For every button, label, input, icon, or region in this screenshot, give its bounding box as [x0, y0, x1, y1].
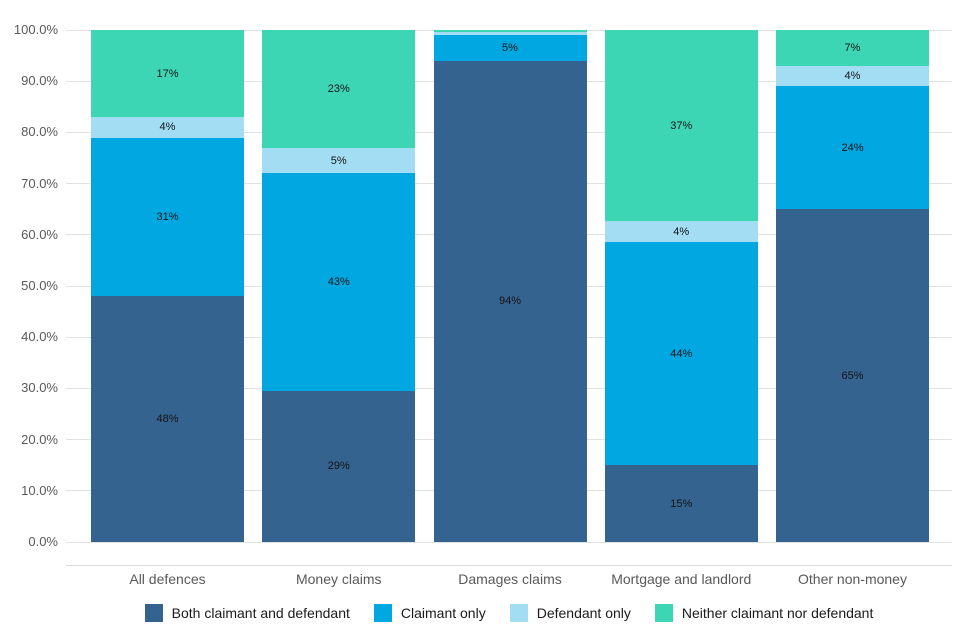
y-tick-label: 70.0% [21, 175, 58, 191]
baseline-gridline [66, 541, 952, 543]
legend-swatch [509, 604, 528, 622]
legend-label: Neither claimant nor defendant [681, 605, 874, 621]
axis-separator [66, 565, 952, 566]
segment-neither-claimant-nor-defendant: 23% [262, 30, 416, 148]
segment-defendant-only [433, 31, 587, 36]
segment-both-claimant-and-defendant: 94% [433, 60, 587, 542]
plot-area: 48% 31% 4% 17% 29% 43% 5% 23% 94% 5% 15% 44% 4% 37% 65… [66, 29, 952, 543]
segment-value-label: 23% [327, 82, 350, 95]
y-tick-label: 40.0% [21, 329, 58, 345]
segment-value-label: 43% [327, 276, 350, 289]
segment-claimant-only: 24% [776, 86, 929, 210]
bar-money-claims: 29% 43% 5% 23% [262, 30, 416, 542]
legend-label: Claimant only [400, 605, 486, 621]
segment-value-label: 44% [670, 347, 693, 360]
bar-all-defences: 48% 31% 4% 17% [91, 30, 244, 542]
segment-defendant-only: 4% [604, 220, 758, 243]
legend-item-claimant-only: Claimant only [373, 604, 486, 622]
y-axis: 0.0% 10.0% 20.0% 30.0% 40.0% 50.0% 60.0% 70.0% 8… [0, 22, 58, 549]
y-tick-label: 0.0% [28, 534, 58, 549]
segment-defendant-only: 4% [91, 117, 244, 138]
segment-value-label: 4% [159, 121, 176, 134]
segment-value-label: 5% [330, 154, 347, 167]
segment-both-claimant-and-defendant: 15% [604, 465, 758, 542]
x-axis: All defences Money claims Damages claims Mo… [0, 570, 960, 590]
segment-defendant-only: 4% [776, 65, 929, 87]
category-label-damages-claims: Damages claims [458, 571, 562, 587]
segment-neither-claimant-nor-defendant: 37% [604, 30, 758, 221]
segment-defendant-only: 5% [262, 147, 416, 174]
segment-claimant-only: 5% [433, 35, 587, 61]
legend-item-neither-claimant-nor-defendant: Neither claimant nor defendant [654, 604, 874, 622]
segment-both-claimant-and-defendant: 48% [91, 296, 244, 542]
segment-value-label: 5% [502, 41, 518, 54]
y-tick-label: 30.0% [21, 380, 58, 396]
y-tick-label: 60.0% [21, 226, 58, 242]
segment-neither-claimant-nor-defendant: 17% [91, 30, 244, 118]
segment-value-label: 4% [844, 70, 861, 83]
legend-swatch [373, 604, 392, 622]
legend-item-both-claimant-and-defendant: Both claimant and defendant [144, 604, 350, 622]
legend-label: Both claimant and defendant [171, 605, 350, 621]
segment-neither-claimant-nor-defendant [433, 30, 587, 32]
bar-other-non-money: 65% 24% 4% 7% [776, 30, 929, 542]
segment-claimant-only: 44% [604, 242, 758, 466]
segment-neither-claimant-nor-defendant: 7% [776, 30, 929, 66]
segment-value-label: 29% [327, 460, 350, 473]
legend-swatch [654, 604, 673, 622]
segment-value-label: 31% [156, 210, 179, 223]
segment-value-label: 7% [844, 41, 861, 54]
y-tick-label: 80.0% [21, 124, 58, 140]
y-tick-label: 90.0% [21, 73, 58, 89]
segment-value-label: 4% [673, 225, 690, 238]
y-tick-label: 20.0% [21, 431, 58, 447]
bar-damages-claims: 94% 5% [433, 30, 587, 542]
segment-both-claimant-and-defendant: 29% [262, 390, 416, 542]
segment-value-label: 65% [841, 369, 864, 382]
legend-swatch [144, 604, 163, 622]
legend-label: Defendant only [536, 605, 631, 621]
category-label-mortgage-and-landlord: Mortgage and landlord [611, 571, 752, 587]
category-label-other-non-money: Other non-money [798, 571, 907, 587]
segment-claimant-only: 31% [91, 137, 244, 297]
category-label-money-claims: Money claims [295, 571, 382, 587]
y-tick-label: 50.0% [21, 278, 58, 293]
y-tick-label: 100.0% [13, 22, 58, 37]
category-label-all-defences: All defences [129, 571, 206, 587]
legend-item-defendant-only: Defendant only [509, 604, 631, 622]
gridline [66, 29, 952, 31]
segment-value-label: 24% [841, 141, 864, 154]
segment-claimant-only: 43% [262, 173, 416, 391]
segment-value-label: 37% [670, 119, 693, 132]
segment-value-label: 15% [670, 497, 693, 510]
y-tick-label: 10.0% [21, 482, 58, 498]
segment-value-label: 17% [156, 67, 179, 80]
bar-mortgage-and-landlord: 15% 44% 4% 37% [604, 30, 758, 542]
segment-value-label: 48% [156, 413, 179, 426]
segment-value-label: 94% [498, 295, 522, 308]
legend: Both claimant and defendant Claimant only… [66, 604, 952, 622]
segment-both-claimant-and-defendant: 65% [776, 209, 929, 542]
